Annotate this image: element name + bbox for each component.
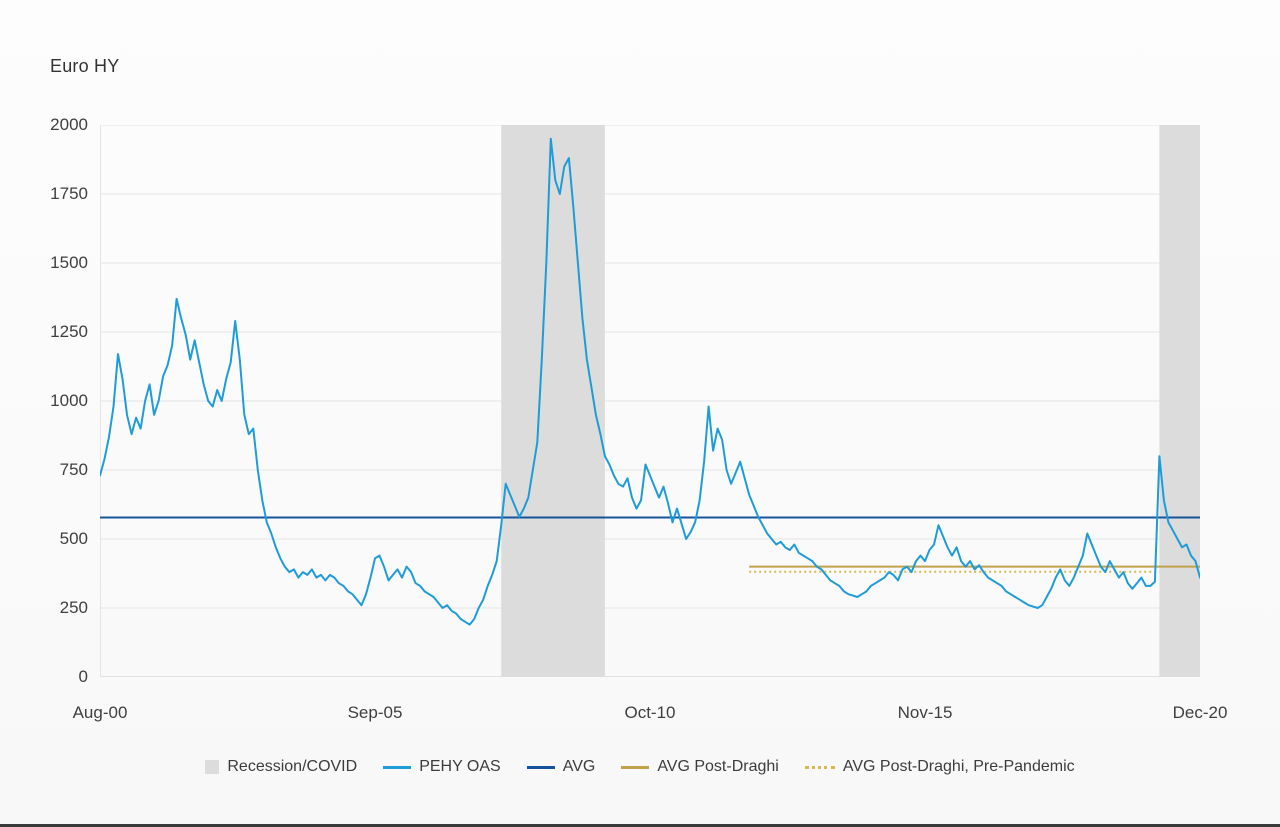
legend-label: AVG Post-Draghi xyxy=(657,758,779,775)
x-tick-label: Nov-15 xyxy=(897,703,953,722)
legend-swatch-line xyxy=(526,765,555,769)
legend-label: PEHY OAS xyxy=(419,758,501,775)
y-tick-label: 250 xyxy=(59,598,88,617)
y-tick-label: 1250 xyxy=(50,322,88,341)
y-tick-label: 1500 xyxy=(50,253,88,272)
y-tick-label: 750 xyxy=(59,460,88,479)
x-tick-label: Dec-20 xyxy=(1172,703,1228,722)
y-tick-label: 500 xyxy=(59,529,88,548)
legend: Recession/COVID PEHY OAS AVG AVG Post-Dragh… xyxy=(0,758,1280,776)
chart-title: Euro HY xyxy=(50,56,120,76)
y-tick-label: 1000 xyxy=(50,391,88,410)
x-tick-label: Aug-00 xyxy=(72,703,128,722)
x-tick-label: Oct-10 xyxy=(624,703,676,722)
legend-item-avg: AVG xyxy=(526,758,596,776)
legend-swatch-line xyxy=(621,765,650,769)
legend-swatch-line xyxy=(383,765,412,769)
legend-item-recession-covid: Recession/COVID xyxy=(205,758,357,776)
legend-item-pehy-oas: PEHY OAS xyxy=(383,758,501,776)
legend-item-avg-post-draghi-pre-pandemic: AVG Post-Draghi, Pre-Pandemic xyxy=(804,758,1075,776)
y-tick-label: 1750 xyxy=(50,184,88,203)
legend-item-avg-post-draghi: AVG Post-Draghi xyxy=(621,758,779,776)
legend-label: AVG xyxy=(562,758,596,775)
y-tick-label: 2000 xyxy=(50,115,88,134)
legend-swatch-dotted-line xyxy=(804,765,835,769)
legend-label: AVG Post-Draghi, Pre-Pandemic xyxy=(842,758,1075,775)
legend-label: Recession/COVID xyxy=(227,758,358,775)
legend-swatch-square xyxy=(205,760,220,774)
y-tick-label: 0 xyxy=(78,667,88,686)
x-tick-label: Sep-05 xyxy=(347,703,403,722)
plot-area xyxy=(100,125,1200,677)
